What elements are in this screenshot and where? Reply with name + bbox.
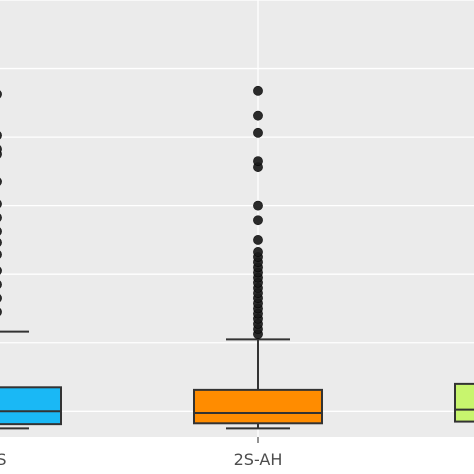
y-gridlines xyxy=(0,0,474,437)
x-tick-label-1: 2S-AH xyxy=(234,450,283,469)
outlier-point xyxy=(0,250,2,259)
outlier-point xyxy=(0,177,2,186)
outlier-point xyxy=(0,145,2,153)
outlier-point xyxy=(0,131,2,140)
x-tick-label-0: LS xyxy=(0,450,7,469)
outlier-point xyxy=(0,280,2,289)
box-0 xyxy=(0,386,62,426)
box-group-1 xyxy=(193,85,323,430)
outlier-point xyxy=(253,200,263,211)
outlier-point xyxy=(0,238,2,247)
outlier-point xyxy=(0,200,2,208)
plot-panel xyxy=(0,0,474,437)
outlier-point xyxy=(253,247,263,257)
outlier-point xyxy=(0,213,2,222)
outlier-point xyxy=(253,110,263,121)
outlier-point xyxy=(0,308,2,316)
boxes xyxy=(0,85,474,430)
x-axis: LS 2S-AH xyxy=(0,437,283,469)
outlier-point xyxy=(0,227,2,236)
box-group-2 xyxy=(454,382,474,423)
outlier-point xyxy=(0,266,2,275)
outlier-point xyxy=(253,127,263,138)
box-1 xyxy=(193,388,323,425)
outlier-point xyxy=(253,235,263,245)
outlier-point xyxy=(0,294,2,303)
outlier-point xyxy=(0,90,2,99)
outlier-point xyxy=(253,156,263,166)
box-group-0 xyxy=(0,90,62,430)
outlier-point xyxy=(253,215,263,226)
box-2 xyxy=(454,382,474,423)
outlier-point xyxy=(253,85,263,96)
